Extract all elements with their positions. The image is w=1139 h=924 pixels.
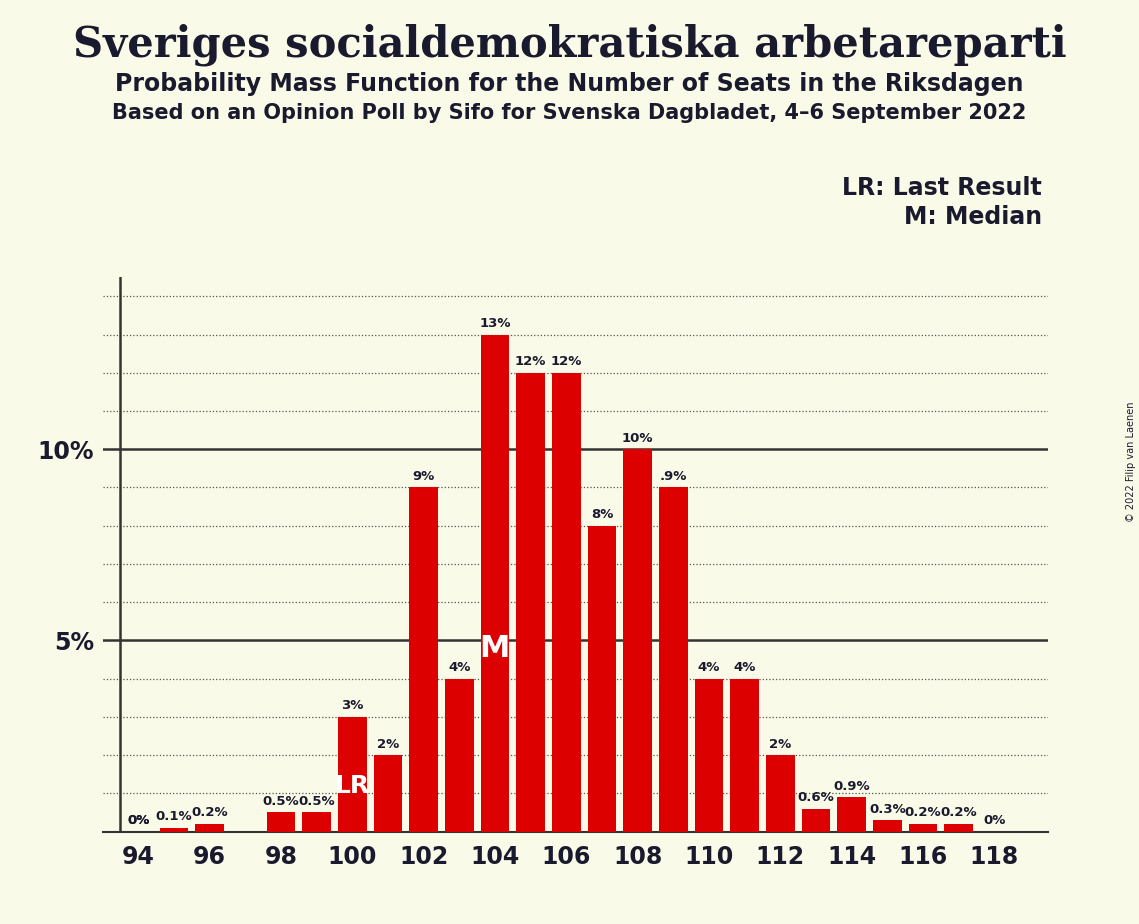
Text: 4%: 4% (448, 661, 470, 675)
Bar (267, 812, 295, 832)
Text: 0.2%: 0.2% (904, 807, 941, 820)
Text: 0.9%: 0.9% (834, 780, 870, 793)
Bar (695, 678, 723, 832)
Bar (409, 488, 437, 832)
Bar (909, 824, 937, 832)
Text: 0%: 0% (126, 814, 149, 827)
Text: © 2022 Filip van Laenen: © 2022 Filip van Laenen (1126, 402, 1136, 522)
Bar (730, 678, 759, 832)
Bar (837, 797, 866, 832)
Text: 12%: 12% (515, 355, 547, 368)
Text: 0.1%: 0.1% (156, 810, 192, 823)
Bar (623, 449, 652, 832)
Bar (338, 717, 367, 832)
Text: 3%: 3% (341, 699, 363, 712)
Bar (874, 821, 902, 832)
Bar (159, 828, 188, 832)
Text: 12%: 12% (550, 355, 582, 368)
Bar (481, 334, 509, 832)
Text: 0.6%: 0.6% (797, 791, 835, 804)
Text: 0.2%: 0.2% (191, 807, 228, 820)
Bar (516, 372, 544, 832)
Text: LR: LR (335, 773, 370, 797)
Text: 0.2%: 0.2% (941, 807, 977, 820)
Text: 2%: 2% (377, 737, 399, 750)
Bar (767, 755, 795, 832)
Text: LR: Last Result: LR: Last Result (843, 176, 1042, 200)
Text: M: M (480, 634, 510, 663)
Bar (944, 824, 973, 832)
Text: 0.5%: 0.5% (263, 795, 300, 808)
Text: Based on an Opinion Poll by Sifo for Svenska Dagbladet, 4–6 September 2022: Based on an Opinion Poll by Sifo for Sve… (113, 103, 1026, 124)
Text: Probability Mass Function for the Number of Seats in the Riksdagen: Probability Mass Function for the Number… (115, 72, 1024, 96)
Text: 0.3%: 0.3% (869, 803, 906, 816)
Text: 10%: 10% (622, 432, 654, 444)
Bar (374, 755, 402, 832)
Bar (302, 812, 330, 832)
Text: 8%: 8% (591, 508, 613, 521)
Bar (659, 488, 688, 832)
Text: 0%: 0% (126, 814, 149, 827)
Text: 0.5%: 0.5% (298, 795, 335, 808)
Bar (588, 526, 616, 832)
Bar (552, 372, 581, 832)
Text: Sveriges socialdemokratiska arbetareparti: Sveriges socialdemokratiska arbetarepart… (73, 23, 1066, 66)
Bar (195, 824, 223, 832)
Text: 13%: 13% (480, 317, 510, 330)
Bar (445, 678, 474, 832)
Text: 4%: 4% (698, 661, 720, 675)
Text: .9%: .9% (659, 470, 687, 483)
Text: 2%: 2% (769, 737, 792, 750)
Text: M: Median: M: Median (904, 205, 1042, 229)
Text: 0%: 0% (983, 814, 1006, 827)
Text: 9%: 9% (412, 470, 435, 483)
Bar (802, 808, 830, 832)
Text: 4%: 4% (734, 661, 756, 675)
